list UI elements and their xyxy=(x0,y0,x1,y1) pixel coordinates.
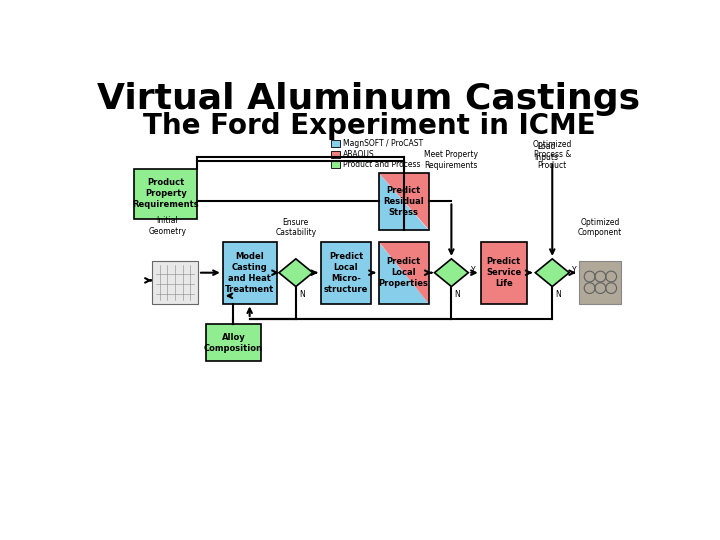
Text: N: N xyxy=(555,289,561,299)
Text: Virtual Aluminum Castings: Virtual Aluminum Castings xyxy=(97,83,641,117)
Text: Optimized
Process &
Product: Optimized Process & Product xyxy=(533,140,572,170)
Polygon shape xyxy=(279,259,312,287)
Text: N: N xyxy=(299,289,305,299)
Bar xyxy=(579,261,621,303)
Text: N: N xyxy=(454,289,460,299)
Text: Predict
Residual
Stress: Predict Residual Stress xyxy=(383,186,424,217)
Text: Product and Process: Product and Process xyxy=(343,160,420,170)
Polygon shape xyxy=(379,173,428,231)
Text: Load
Inputs: Load Inputs xyxy=(534,143,558,162)
Text: Alloy
Composition: Alloy Composition xyxy=(204,333,263,353)
Bar xyxy=(321,242,371,303)
Bar xyxy=(152,261,198,303)
Bar xyxy=(379,242,428,303)
Text: Product
Property
Requirements: Product Property Requirements xyxy=(132,178,199,210)
Bar xyxy=(379,173,428,231)
Polygon shape xyxy=(379,242,428,303)
Polygon shape xyxy=(379,173,428,231)
Bar xyxy=(206,325,261,361)
Text: Predict
Local
Properties: Predict Local Properties xyxy=(379,257,428,288)
Text: The Ford Experiment in ICME: The Ford Experiment in ICME xyxy=(143,112,595,140)
Bar xyxy=(330,140,340,147)
Polygon shape xyxy=(434,259,468,287)
Bar xyxy=(481,242,527,303)
Text: Initial
Geometry: Initial Geometry xyxy=(148,217,186,236)
Text: Ensure
Castability: Ensure Castability xyxy=(275,218,316,237)
Bar xyxy=(330,151,340,158)
Polygon shape xyxy=(535,259,570,287)
Bar xyxy=(330,161,340,168)
Bar xyxy=(222,242,276,303)
Text: Y: Y xyxy=(572,266,576,275)
Text: Optimized
Component: Optimized Component xyxy=(578,218,622,237)
Text: Meet Property
Requirements: Meet Property Requirements xyxy=(424,150,478,170)
Text: MagnSOFT / ProCAST: MagnSOFT / ProCAST xyxy=(343,139,423,148)
Polygon shape xyxy=(379,242,428,303)
Text: Predict
Local
Micro-
structure: Predict Local Micro- structure xyxy=(324,252,368,294)
Text: ABAQUS: ABAQUS xyxy=(343,150,374,159)
Text: Predict
Service
Life: Predict Service Life xyxy=(486,257,521,288)
Text: Y: Y xyxy=(471,266,475,275)
Text: Model
Casting
and Heat
Treatment: Model Casting and Heat Treatment xyxy=(225,252,274,294)
Bar xyxy=(134,168,197,219)
